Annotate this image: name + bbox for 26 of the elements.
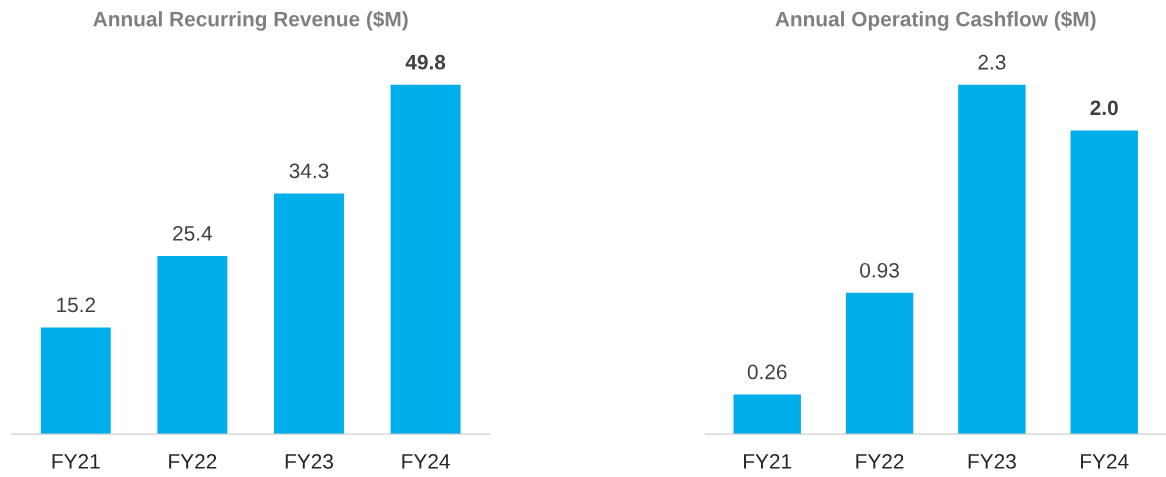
chart-title: Annual Operating Cashflow ($M)	[775, 10, 1096, 31]
x-tick-label: FY23	[968, 454, 1016, 469]
x-tick-label: FY24	[402, 454, 450, 469]
x-tick-label: FY23	[285, 454, 333, 469]
bar	[157, 255, 228, 435]
bar	[733, 394, 801, 435]
x-tick-label: FY21	[744, 454, 792, 469]
chart-title: Annual Recurring Revenue ($M)	[93, 10, 408, 31]
data-label: 49.8	[405, 54, 446, 70]
x-tick-label: FY22	[856, 454, 904, 469]
bar	[845, 292, 914, 435]
bar	[274, 193, 344, 435]
bar	[1070, 130, 1138, 435]
bar	[390, 84, 461, 435]
data-label: 34.3	[289, 163, 329, 179]
bar	[958, 84, 1026, 435]
data-label: 0.93	[860, 262, 899, 278]
data-label: 25.4	[173, 225, 213, 241]
x-tick-label: FY21	[52, 454, 100, 469]
x-tick-label: FY24	[1081, 454, 1129, 469]
data-label: 2.0	[1090, 100, 1118, 116]
data-label: 2.3	[978, 54, 1006, 70]
data-label: 0.26	[747, 364, 787, 380]
data-label: 15.2	[57, 297, 96, 313]
bar	[40, 327, 111, 435]
x-tick-label: FY22	[169, 454, 217, 469]
